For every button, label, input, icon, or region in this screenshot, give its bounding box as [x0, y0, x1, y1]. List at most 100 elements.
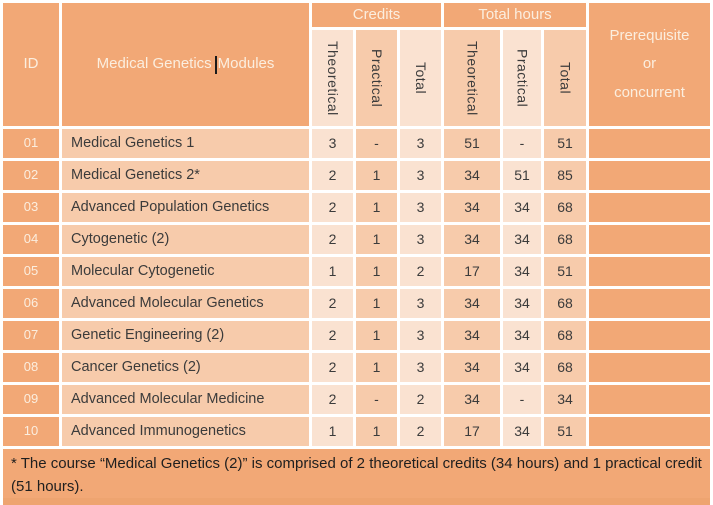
credits-practical-cell[interactable]: -: [356, 129, 397, 158]
hours-theoretical-cell[interactable]: 17: [444, 257, 500, 286]
module-cell[interactable]: Advanced Population Genetics: [62, 193, 309, 222]
id-cell[interactable]: 01: [3, 129, 59, 158]
module-cell[interactable]: Cancer Genetics (2): [62, 353, 309, 382]
prerequisite-cell[interactable]: [589, 417, 710, 446]
prerequisite-cell[interactable]: [589, 161, 710, 190]
header-id-cell[interactable]: ID: [3, 3, 59, 126]
module-cell[interactable]: Genetic Engineering (2): [62, 321, 309, 350]
module-cell[interactable]: Advanced Immunogenetics: [62, 417, 309, 446]
header-modules-cell[interactable]: Medical Genetics Modules: [62, 3, 309, 126]
hours-practical-cell[interactable]: 34: [503, 225, 541, 254]
id-cell[interactable]: 08: [3, 353, 59, 382]
module-cell[interactable]: Advanced Molecular Medicine: [62, 385, 309, 414]
credits-total-cell[interactable]: 2: [400, 417, 441, 446]
credits-theoretical-cell[interactable]: 2: [312, 353, 353, 382]
module-cell[interactable]: Cytogenetic (2): [62, 225, 309, 254]
credits-total-cell[interactable]: 3: [400, 225, 441, 254]
hours-total-cell[interactable]: 68: [544, 289, 586, 318]
id-cell[interactable]: 04: [3, 225, 59, 254]
table-footnote[interactable]: * The course “Medical Genetics (2)” is c…: [3, 449, 710, 505]
credits-practical-cell[interactable]: 1: [356, 321, 397, 350]
credits-practical-cell[interactable]: 1: [356, 193, 397, 222]
id-cell[interactable]: 07: [3, 321, 59, 350]
credits-practical-cell[interactable]: -: [356, 385, 397, 414]
credits-practical-cell[interactable]: 1: [356, 257, 397, 286]
id-cell[interactable]: 05: [3, 257, 59, 286]
header-hours-theoretical[interactable]: Theoretical: [444, 30, 500, 126]
credits-total-cell[interactable]: 3: [400, 321, 441, 350]
credits-practical-cell[interactable]: 1: [356, 225, 397, 254]
prerequisite-cell[interactable]: [589, 257, 710, 286]
hours-theoretical-cell[interactable]: 34: [444, 193, 500, 222]
credits-total-cell[interactable]: 3: [400, 129, 441, 158]
credits-practical-cell[interactable]: 1: [356, 353, 397, 382]
hours-theoretical-cell[interactable]: 51: [444, 129, 500, 158]
module-cell[interactable]: Medical Genetics 1: [62, 129, 309, 158]
header-credits-practical[interactable]: Practical: [356, 30, 397, 126]
header-hours-group[interactable]: Total hours: [444, 3, 586, 27]
hours-theoretical-cell[interactable]: 34: [444, 161, 500, 190]
hours-practical-cell[interactable]: 34: [503, 353, 541, 382]
credits-theoretical-cell[interactable]: 2: [312, 225, 353, 254]
hours-total-cell[interactable]: 68: [544, 193, 586, 222]
credits-practical-cell[interactable]: 1: [356, 161, 397, 190]
hours-practical-cell[interactable]: 34: [503, 417, 541, 446]
hours-total-cell[interactable]: 68: [544, 353, 586, 382]
hours-practical-cell[interactable]: -: [503, 129, 541, 158]
hours-total-cell[interactable]: 68: [544, 321, 586, 350]
header-hours-practical[interactable]: Practical: [503, 30, 541, 126]
hours-theoretical-cell[interactable]: 34: [444, 225, 500, 254]
hours-theoretical-cell[interactable]: 34: [444, 289, 500, 318]
hours-practical-cell[interactable]: 34: [503, 193, 541, 222]
hours-theoretical-cell[interactable]: 34: [444, 385, 500, 414]
hours-total-cell[interactable]: 34: [544, 385, 586, 414]
credits-total-cell[interactable]: 2: [400, 385, 441, 414]
id-cell[interactable]: 02: [3, 161, 59, 190]
hours-theoretical-cell[interactable]: 34: [444, 321, 500, 350]
prerequisite-cell[interactable]: [589, 353, 710, 382]
hours-total-cell[interactable]: 51: [544, 417, 586, 446]
hours-total-cell[interactable]: 51: [544, 257, 586, 286]
credits-practical-cell[interactable]: 1: [356, 289, 397, 318]
prerequisite-cell[interactable]: [589, 289, 710, 318]
credits-theoretical-cell[interactable]: 1: [312, 417, 353, 446]
credits-practical-cell[interactable]: 1: [356, 417, 397, 446]
header-hours-total[interactable]: Total: [544, 30, 586, 126]
header-prerequisite-cell[interactable]: Prerequisite or concurrent: [589, 3, 710, 126]
module-cell[interactable]: Advanced Molecular Genetics: [62, 289, 309, 318]
prerequisite-cell[interactable]: [589, 321, 710, 350]
hours-total-cell[interactable]: 51: [544, 129, 586, 158]
module-cell[interactable]: Medical Genetics 2*: [62, 161, 309, 190]
prerequisite-cell[interactable]: [589, 385, 710, 414]
header-credits-total[interactable]: Total: [400, 30, 441, 126]
hours-practical-cell[interactable]: 34: [503, 289, 541, 318]
prerequisite-cell[interactable]: [589, 225, 710, 254]
credits-total-cell[interactable]: 3: [400, 193, 441, 222]
credits-theoretical-cell[interactable]: 2: [312, 321, 353, 350]
id-cell[interactable]: 10: [3, 417, 59, 446]
hours-practical-cell[interactable]: -: [503, 385, 541, 414]
header-credits-group[interactable]: Credits: [312, 3, 441, 27]
credits-theoretical-cell[interactable]: 2: [312, 193, 353, 222]
prerequisite-cell[interactable]: [589, 193, 710, 222]
id-cell[interactable]: 09: [3, 385, 59, 414]
credits-total-cell[interactable]: 3: [400, 161, 441, 190]
module-cell[interactable]: Molecular Cytogenetic: [62, 257, 309, 286]
hours-total-cell[interactable]: 68: [544, 225, 586, 254]
id-cell[interactable]: 06: [3, 289, 59, 318]
credits-total-cell[interactable]: 3: [400, 353, 441, 382]
hours-total-cell[interactable]: 85: [544, 161, 586, 190]
credits-theoretical-cell[interactable]: 2: [312, 289, 353, 318]
hours-practical-cell[interactable]: 34: [503, 257, 541, 286]
credits-total-cell[interactable]: 3: [400, 289, 441, 318]
credits-theoretical-cell[interactable]: 2: [312, 385, 353, 414]
credits-theoretical-cell[interactable]: 1: [312, 257, 353, 286]
hours-theoretical-cell[interactable]: 34: [444, 353, 500, 382]
hours-practical-cell[interactable]: 34: [503, 321, 541, 350]
prerequisite-cell[interactable]: [589, 129, 710, 158]
hours-practical-cell[interactable]: 51: [503, 161, 541, 190]
id-cell[interactable]: 03: [3, 193, 59, 222]
hours-theoretical-cell[interactable]: 17: [444, 417, 500, 446]
credits-total-cell[interactable]: 2: [400, 257, 441, 286]
credits-theoretical-cell[interactable]: 2: [312, 161, 353, 190]
